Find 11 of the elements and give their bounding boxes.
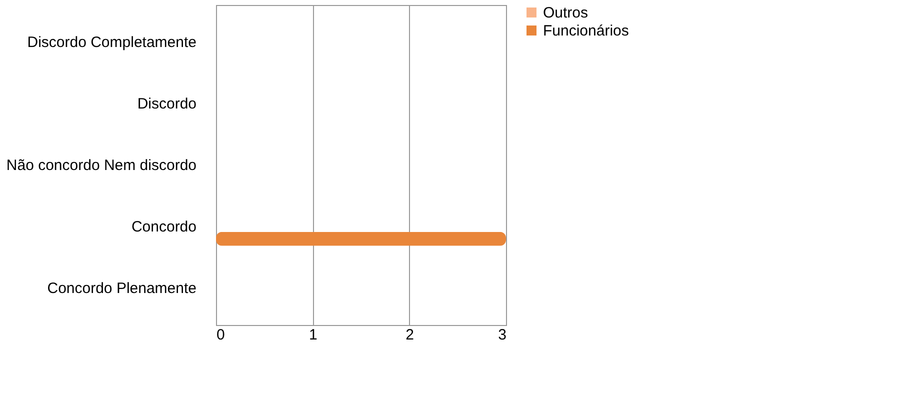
legend-label: Outros [543,4,588,22]
y-tick-label: Não concordo Nem discordo [6,157,196,174]
x-tick-label: 1 [308,326,318,344]
x-tick-label: 2 [406,326,414,344]
x-tick-label: 0 [216,326,225,344]
y-tick-label: Concordo Plenamente [47,280,196,298]
legend-label: Funcionários [543,22,629,40]
y-tick-label: Discordo Completamente [27,34,196,51]
y-tick-label: Discordo [137,95,196,112]
x-tick-label: 3 [498,326,506,344]
y-tick-label: Concordo [131,218,196,236]
